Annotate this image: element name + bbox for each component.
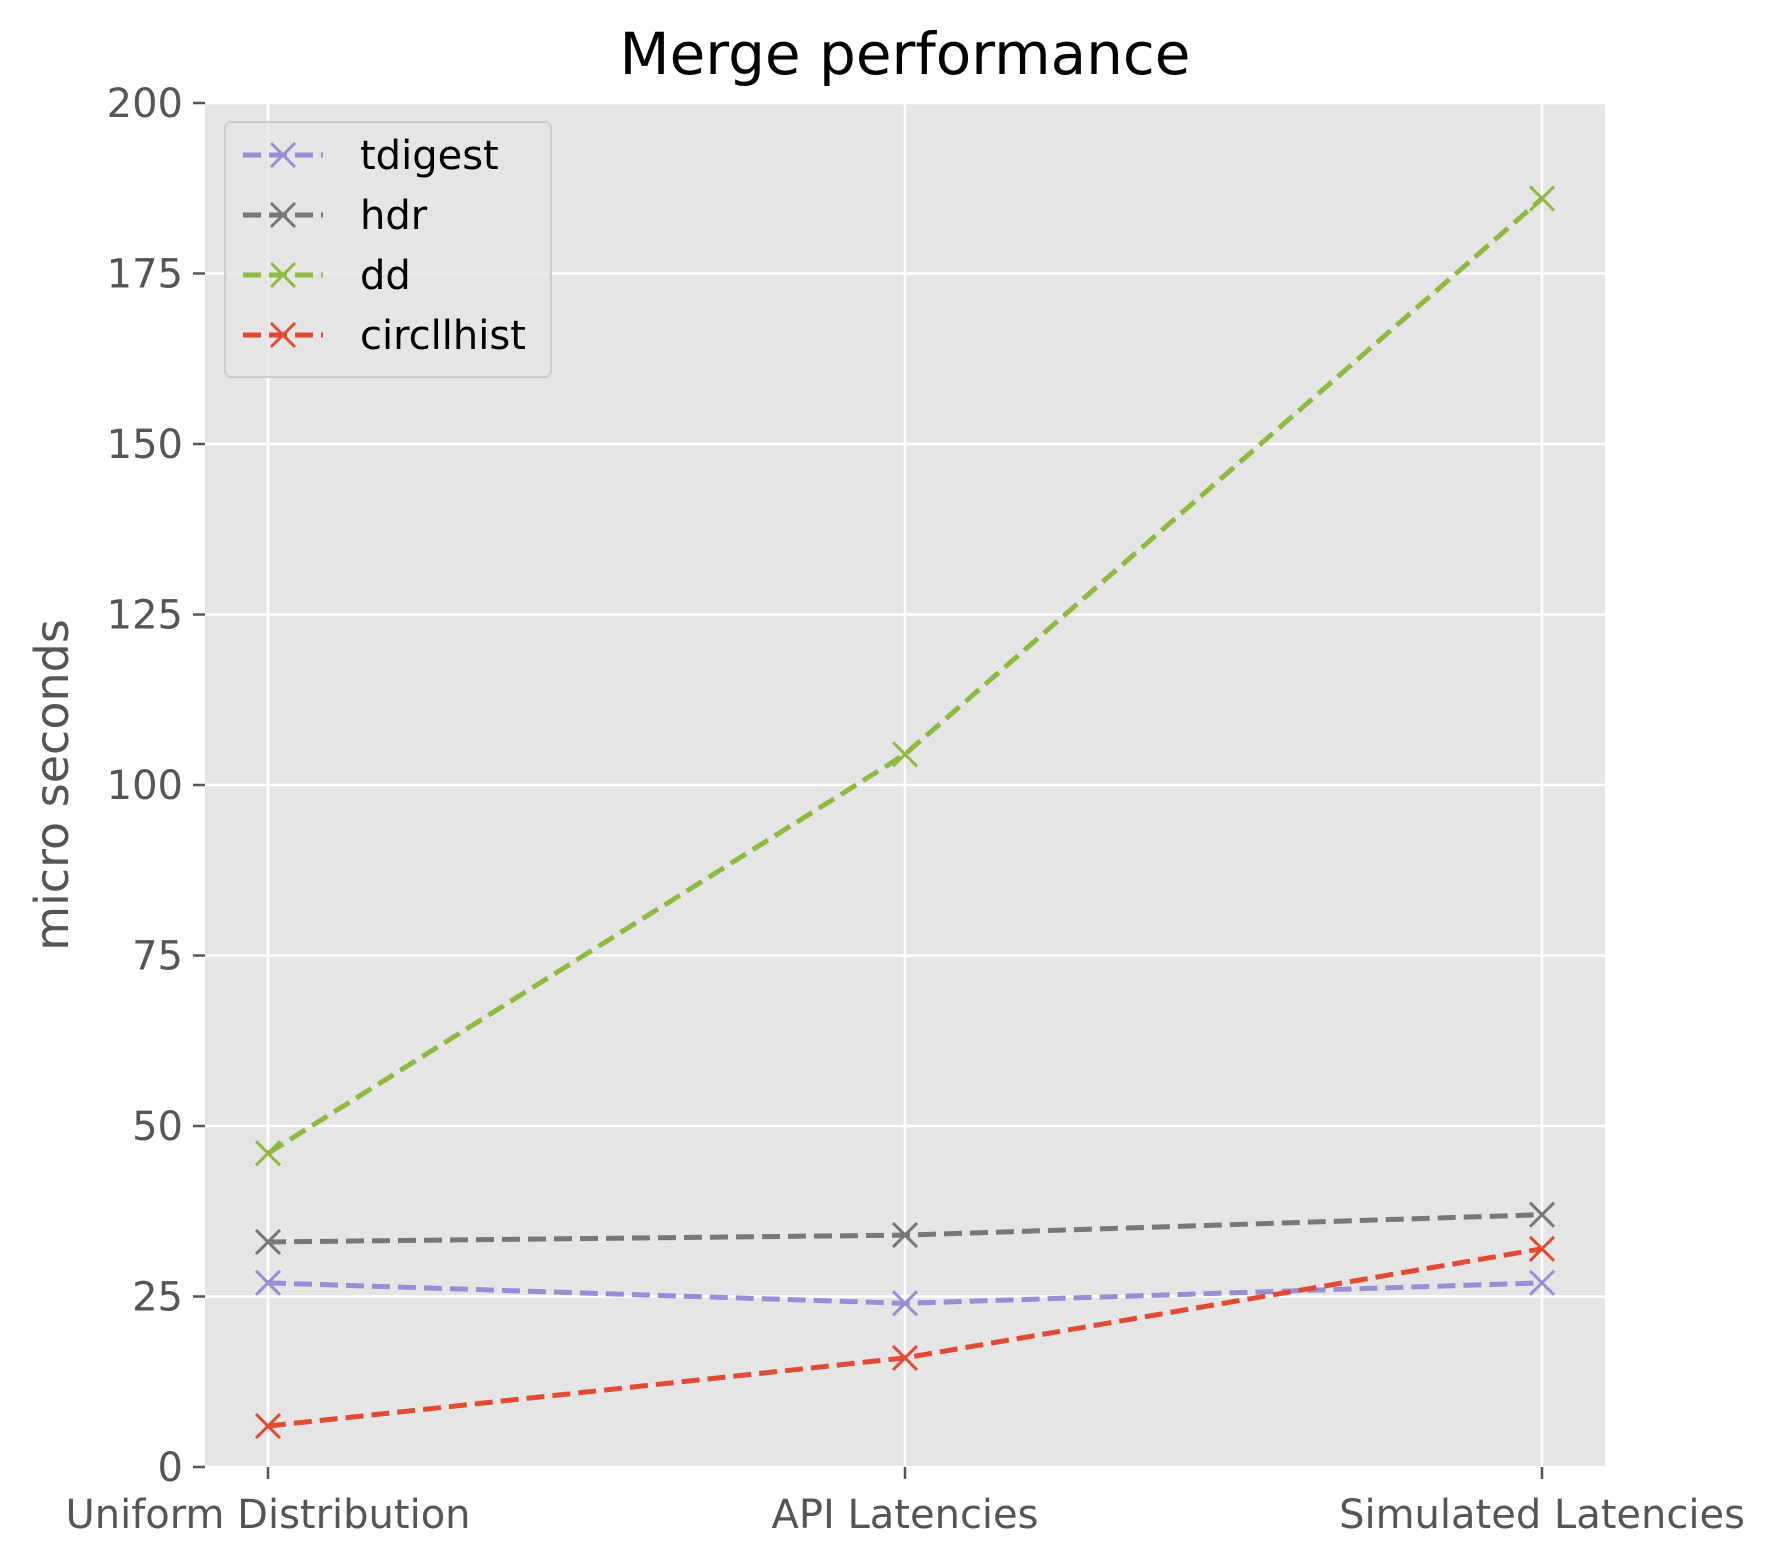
data-point bbox=[254, 1269, 282, 1296]
series-line bbox=[266, 196, 1544, 1156]
y-tick-label: 150 bbox=[107, 422, 183, 468]
series-lines bbox=[254, 185, 1556, 1440]
marker-stroke bbox=[1528, 185, 1556, 212]
marker-stroke bbox=[891, 1344, 919, 1371]
marker-stroke bbox=[269, 321, 297, 349]
data-point bbox=[891, 1222, 919, 1249]
legend-marker bbox=[269, 141, 297, 169]
y-tick-label: 25 bbox=[132, 1275, 183, 1321]
y-axis-label: micro seconds bbox=[25, 619, 79, 951]
data-point bbox=[1528, 1235, 1556, 1262]
legend-box bbox=[224, 121, 552, 378]
series-dd bbox=[254, 185, 1556, 1167]
series-hdr bbox=[254, 1201, 1556, 1256]
legend-label: tdigest bbox=[360, 133, 499, 179]
marker-stroke bbox=[254, 1269, 282, 1296]
y-tick-label: 200 bbox=[107, 81, 183, 127]
data-point bbox=[254, 1413, 282, 1440]
marker-stroke bbox=[254, 1413, 282, 1440]
x-tick-label: Uniform Distribution bbox=[65, 1492, 470, 1538]
data-point bbox=[254, 1228, 282, 1256]
y-tick-label: 50 bbox=[132, 1104, 183, 1150]
marker-stroke bbox=[891, 1290, 919, 1317]
data-point bbox=[891, 741, 919, 768]
data-point bbox=[254, 1140, 282, 1167]
marker-stroke bbox=[1528, 1201, 1556, 1228]
y-tick-label: 100 bbox=[107, 763, 183, 809]
axes: 0 25 50 75 100 125 150 175 200 Uniform Distributi… bbox=[65, 81, 1744, 1538]
series-circllhist bbox=[254, 1235, 1556, 1440]
data-point bbox=[891, 1290, 919, 1317]
data-point bbox=[891, 1344, 919, 1371]
legend-label: circllhist bbox=[360, 313, 526, 359]
marker-stroke bbox=[1528, 1269, 1556, 1296]
data-point bbox=[1528, 185, 1556, 212]
marker-stroke bbox=[1528, 1235, 1556, 1262]
y-tick-label: 0 bbox=[158, 1445, 183, 1491]
y-tick-label: 75 bbox=[132, 934, 183, 980]
data-point bbox=[1528, 1269, 1556, 1296]
y-tick-label: 175 bbox=[107, 252, 183, 298]
y-tick-label: 125 bbox=[107, 593, 183, 639]
x-tick-label: API Latencies bbox=[772, 1492, 1039, 1538]
legend: tdigest hdr dd circllhist bbox=[224, 121, 552, 378]
marker-stroke bbox=[254, 1228, 282, 1256]
marker-stroke bbox=[254, 1140, 282, 1167]
series-tdigest bbox=[254, 1269, 1556, 1317]
legend-marker bbox=[269, 321, 297, 349]
legend-label: hdr bbox=[360, 193, 428, 239]
marker-stroke bbox=[269, 261, 297, 289]
legend-label: dd bbox=[360, 253, 411, 299]
chart-title: Merge performance bbox=[620, 20, 1191, 88]
marker-stroke bbox=[269, 141, 297, 169]
data-point bbox=[1528, 1201, 1556, 1228]
x-tick-label: Simulated Latencies bbox=[1339, 1492, 1745, 1538]
legend-marker bbox=[269, 261, 297, 289]
legend-marker bbox=[269, 201, 297, 229]
marker-stroke bbox=[891, 1222, 919, 1249]
marker-stroke bbox=[891, 741, 919, 768]
marker-stroke bbox=[269, 201, 297, 229]
